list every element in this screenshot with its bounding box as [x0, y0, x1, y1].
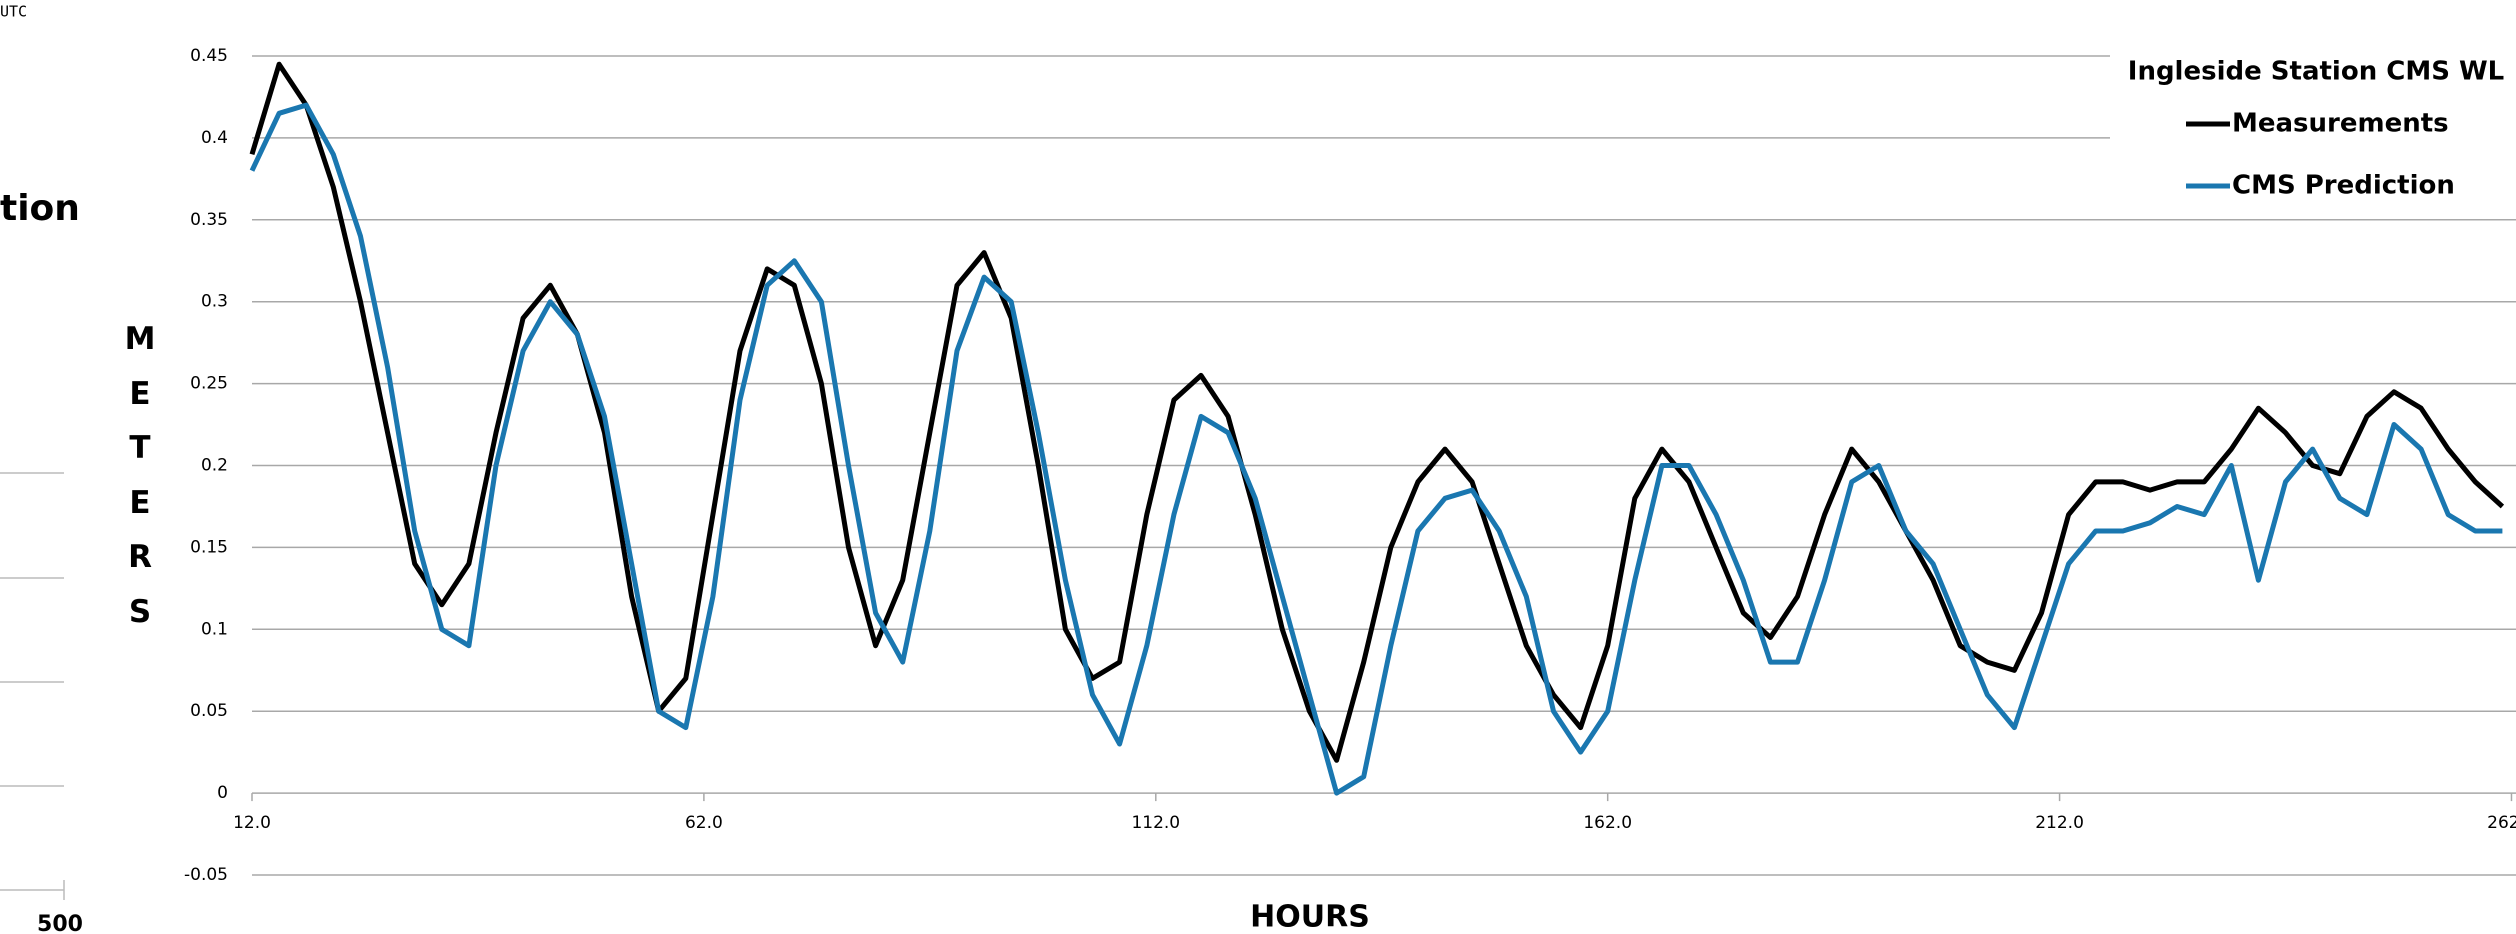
- legend-label: Measurements: [2232, 109, 2449, 139]
- y-tick-label: 0.15: [190, 537, 228, 557]
- legend-label: CMS Prediction: [2232, 171, 2455, 201]
- y-tick-label: 0.3: [201, 292, 228, 312]
- y-axis-label: METERS: [124, 321, 156, 630]
- utc-fragment: UTC: [0, 3, 27, 21]
- legend: Measurements CMS Prediction: [2186, 109, 2455, 201]
- data-line: [249, 61, 2505, 763]
- y-tick-label: 0.05: [190, 701, 228, 721]
- title-fragment: tion: [0, 188, 80, 229]
- axis-fragment: 500: [37, 912, 83, 934]
- plot-area: -0.05 0 0.05 0.1 0.15 0.2 0.25 0.3 0.35 0.4 0.45 12…: [184, 46, 2516, 885]
- x-tick-label: 12.0: [233, 813, 271, 833]
- data-line: [249, 102, 2503, 796]
- legend-title: Ingleside Station CMS WL: [2128, 57, 2504, 87]
- y-tick-label: 0.2: [201, 456, 228, 476]
- x-tick-label: 112.0: [1131, 813, 1180, 833]
- y-tick-label: 0.45: [190, 46, 228, 66]
- y-tick-label: 0.35: [190, 210, 228, 230]
- legend-box: [2110, 40, 2516, 215]
- y-tick-label: -0.05: [184, 865, 228, 885]
- y-tick-label: 0.25: [190, 374, 228, 394]
- x-tick-label: 262.0: [2487, 813, 2516, 833]
- y-tick-label: 0.4: [201, 128, 228, 148]
- left-panel-grid: [0, 472, 65, 900]
- y-tick-label: 0.1: [201, 619, 228, 639]
- x-axis-label: HOURS: [1250, 900, 1370, 934]
- x-tick-label: 62.0: [685, 813, 723, 833]
- y-tick-label: 0: [217, 783, 228, 803]
- x-tick-label: 162.0: [1583, 813, 1632, 833]
- x-tick-label: 212.0: [2035, 813, 2084, 833]
